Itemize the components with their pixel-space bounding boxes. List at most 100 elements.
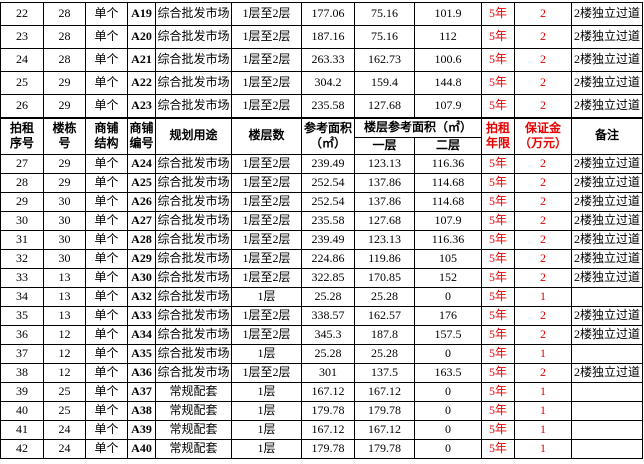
cell-floors: 1层至2层	[231, 192, 302, 212]
cell-structure: 单个	[85, 306, 128, 326]
cell-shop-no: A23	[127, 94, 156, 118]
cell-shop-no: A38	[127, 401, 156, 421]
cell-term: 5年	[481, 25, 515, 49]
cell-term: 5年	[481, 344, 515, 364]
cell-use: 综合批发市场	[155, 344, 232, 364]
cell-area-f2: 100.6	[414, 48, 482, 72]
cell-shop-no: A29	[127, 249, 156, 269]
cell-term: 5年	[481, 230, 515, 250]
cell-building: 28	[43, 48, 86, 72]
cell-floors: 1层	[231, 420, 302, 440]
cell-seq: 27	[0, 154, 44, 174]
cell-deposit: 1	[514, 401, 572, 421]
cell-building: 24	[43, 420, 86, 440]
cell-note: 2楼独立过道	[571, 306, 643, 326]
table-row: 28 29 单个 A25 综合批发市场 1层至2层 252.54 137.86 114.68 5年…	[0, 173, 643, 193]
cell-building: 13	[43, 287, 86, 307]
cell-building: 30	[43, 230, 86, 250]
cell-area-f2: 0	[414, 439, 482, 459]
cell-deposit: 1	[514, 287, 572, 307]
cell-seq: 29	[0, 192, 44, 212]
cell-term: 5年	[481, 268, 515, 288]
cell-area-f2: 107.9	[414, 94, 482, 118]
cell-floors: 1层至2层	[231, 25, 302, 49]
cell-seq: 34	[0, 287, 44, 307]
cell-area-f2: 105	[414, 249, 482, 269]
cell-floors: 1层	[231, 344, 302, 364]
cell-use: 常规配套	[155, 382, 232, 402]
cell-ref-area: 25.28	[301, 344, 355, 364]
cell-building: 25	[43, 382, 86, 402]
cell-area-f1: 162.73	[354, 48, 415, 72]
cell-note	[571, 344, 643, 364]
cell-seq: 30	[0, 211, 44, 231]
cell-floors: 1层至2层	[231, 173, 302, 193]
cell-term: 5年	[481, 401, 515, 421]
cell-note: 2楼独立过道	[571, 25, 643, 49]
cell-shop-no: A40	[127, 439, 156, 459]
cell-term: 5年	[481, 154, 515, 174]
cell-use: 综合批发市场	[155, 2, 232, 26]
cell-area-f1: 123.13	[354, 230, 415, 250]
cell-ref-area: 304.2	[301, 71, 355, 95]
col-header-floors: 楼层数	[231, 116, 302, 155]
table-row: 25 29 单个 A22 综合批发市场 1层至2层 304.2 159.4 144.8 5年 2 2楼…	[0, 71, 643, 95]
cell-ref-area: 239.49	[301, 154, 355, 174]
cell-structure: 单个	[85, 287, 128, 307]
cell-note: 2楼独立过道	[571, 2, 643, 26]
table-section-rows-27-42: 27 29 单个 A24 综合批发市场 1层至2层 239.49 123.13 116.36 5年…	[0, 154, 643, 459]
cell-area-f1: 75.16	[354, 2, 415, 26]
cell-seq: 26	[0, 94, 44, 118]
cell-building: 28	[43, 2, 86, 26]
cell-seq: 22	[0, 2, 44, 26]
table-row: 22 28 单个 A19 综合批发市场 1层至2层 177.06 75.16 101.9 5年 2 2…	[0, 2, 643, 26]
cell-use: 综合批发市场	[155, 363, 232, 383]
cell-structure: 单个	[85, 268, 128, 288]
cell-term: 5年	[481, 211, 515, 231]
cell-shop-no: A30	[127, 268, 156, 288]
cell-floors: 1层至2层	[231, 325, 302, 345]
cell-deposit: 2	[514, 211, 572, 231]
cell-area-f1: 25.28	[354, 344, 415, 364]
cell-note: 2楼独立过道	[571, 48, 643, 72]
cell-area-f1: 25.28	[354, 287, 415, 307]
cell-ref-area: 224.86	[301, 249, 355, 269]
table-row: 30 30 单个 A27 综合批发市场 1层至2层 235.58 127.68 107.9 5年 2…	[0, 211, 643, 231]
cell-ref-area: 179.78	[301, 401, 355, 421]
table-row: 34 13 单个 A32 综合批发市场 1层 25.28 25.28 0 5年 1	[0, 287, 643, 307]
cell-ref-area: 167.12	[301, 420, 355, 440]
cell-note: 2楼独立过道	[571, 71, 643, 95]
cell-structure: 单个	[85, 344, 128, 364]
cell-term: 5年	[481, 173, 515, 193]
cell-ref-area: 235.58	[301, 211, 355, 231]
cell-floors: 1层至2层	[231, 211, 302, 231]
cell-floors: 1层至2层	[231, 154, 302, 174]
cell-structure: 单个	[85, 25, 128, 49]
cell-use: 综合批发市场	[155, 268, 232, 288]
cell-note: 2楼独立过道	[571, 94, 643, 118]
cell-building: 12	[43, 325, 86, 345]
table-row: 37 12 单个 A35 综合批发市场 1层 25.28 25.28 0 5年 1	[0, 344, 643, 364]
header-row: 拍租 序号 楼栋 号 商铺 结构 商铺 编号 规划用途 楼层数 参考面积 （㎡）…	[0, 116, 643, 155]
table-row: 24 28 单个 A21 综合批发市场 1层至2层 263.33 162.73 100.6 5年 2…	[0, 48, 643, 72]
cell-floors: 1层至2层	[231, 2, 302, 26]
cell-note: 2楼独立过道	[571, 249, 643, 269]
cell-use: 综合批发市场	[155, 211, 232, 231]
cell-structure: 单个	[85, 48, 128, 72]
cell-use: 综合批发市场	[155, 154, 232, 174]
cell-ref-area: 345.3	[301, 325, 355, 345]
col-header-floor1: 一层	[354, 137, 415, 155]
cell-note: 2楼独立过道	[571, 363, 643, 383]
cell-use: 常规配套	[155, 420, 232, 440]
col-header-floor2: 二层	[414, 137, 482, 155]
cell-ref-area: 179.78	[301, 439, 355, 459]
cell-structure: 单个	[85, 154, 128, 174]
cell-deposit: 2	[514, 48, 572, 72]
cell-ref-area: 239.49	[301, 230, 355, 250]
cell-use: 综合批发市场	[155, 192, 232, 212]
cell-note	[571, 287, 643, 307]
table-row: 39 25 单个 A37 常规配套 1层 167.12 167.12 0 5年 1	[0, 382, 643, 402]
cell-area-f1: 137.86	[354, 192, 415, 212]
cell-area-f2: 107.9	[414, 211, 482, 231]
